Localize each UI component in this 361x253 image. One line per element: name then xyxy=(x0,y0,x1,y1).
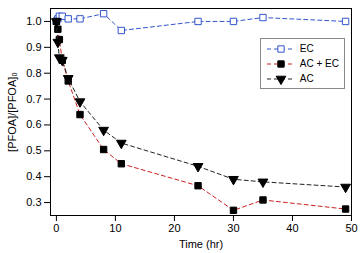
svg-text:0.8: 0.8 xyxy=(26,67,41,79)
svg-text:30: 30 xyxy=(227,222,239,234)
svg-text:1.0: 1.0 xyxy=(26,15,41,27)
html-text:AC + EC: AC + EC xyxy=(299,58,339,69)
svg-text:0.7: 0.7 xyxy=(26,93,41,105)
svg-text:0: 0 xyxy=(53,222,59,234)
svg-text:0.5: 0.5 xyxy=(26,144,41,156)
svg-text:Time (hr): Time (hr) xyxy=(179,238,223,250)
svg-text:0.9: 0.9 xyxy=(26,41,41,53)
html-text:AC: AC xyxy=(299,73,314,84)
svg-text:[PFOA]/[PFOA]₀: [PFOA]/[PFOA]₀ xyxy=(6,72,18,152)
html-text:EC: EC xyxy=(299,43,314,54)
svg-text:10: 10 xyxy=(109,222,121,234)
svg-text:0.3: 0.3 xyxy=(26,196,41,208)
svg-text:0.6: 0.6 xyxy=(26,118,41,130)
svg-text:0.4: 0.4 xyxy=(26,170,41,182)
svg-text:20: 20 xyxy=(168,222,180,234)
svg-text:50: 50 xyxy=(345,222,357,234)
svg-text:40: 40 xyxy=(286,222,298,234)
